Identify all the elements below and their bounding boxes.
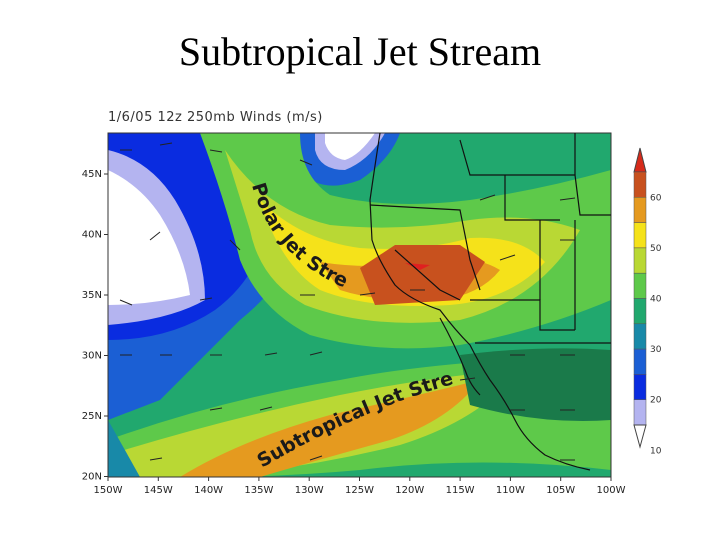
lon-tick-label: 140W: [194, 485, 223, 496]
colorbar-label: 50: [650, 244, 662, 254]
lon-tick-label: 150W: [94, 485, 123, 496]
colorbar-segment: [633, 298, 647, 325]
colorbar: 60 50 40 30 20 10: [633, 147, 662, 456]
colorbar-label: 10: [650, 446, 662, 456]
lon-tick-label: 120W: [395, 485, 424, 496]
colorbar-segment: [633, 247, 647, 274]
coastlines: [369, 133, 611, 471]
lon-tick-label: 110W: [496, 485, 525, 496]
colorbar-label: 30: [650, 345, 662, 355]
colorbar-segment: [633, 222, 647, 249]
latitude-axis: 45N 40N 35N 30N 25N 20N: [82, 169, 108, 483]
wind-contours: [108, 133, 611, 477]
lat-tick-label: 40N: [82, 230, 102, 241]
colorbar-segment: [633, 197, 647, 223]
lon-tick-label: 105W: [546, 485, 575, 496]
lat-tick-label: 25N: [82, 411, 102, 422]
lat-tick-label: 30N: [82, 351, 102, 362]
lat-tick-label: 20N: [82, 472, 102, 483]
slide-title: Subtropical Jet Stream: [178, 29, 542, 74]
colorbar-label: 40: [650, 295, 662, 305]
colorbar-segment: [633, 323, 647, 350]
lon-tick-label: 130W: [295, 485, 324, 496]
colorbar-segment: [633, 171, 647, 198]
lon-tick-label: 100W: [597, 485, 626, 496]
colorbar-segment: [633, 272, 647, 299]
wind-vectors: [119, 142, 576, 461]
colorbar-segment: [633, 348, 647, 375]
colorbar-label: 20: [650, 396, 662, 406]
colorbar-label: 60: [650, 193, 662, 203]
lat-tick-label: 45N: [82, 169, 102, 180]
map-title: 1/6/05 12z 250mb Winds (m/s): [108, 110, 323, 125]
lon-tick-label: 145W: [144, 485, 173, 496]
lat-tick-label: 35N: [82, 290, 102, 301]
colorbar-max-arrow: [633, 147, 647, 173]
lon-tick-label: 125W: [345, 485, 374, 496]
lon-tick-label: 135W: [244, 485, 273, 496]
colorbar-min-arrow: [633, 424, 647, 449]
colorbar-segment: [633, 399, 647, 426]
lon-tick-label: 115W: [446, 485, 475, 496]
longitude-axis: 150W 145W 140W 135W 130W 125W 120W 115W 110W 105W…: [94, 477, 626, 496]
colorbar-segment: [633, 374, 647, 400]
